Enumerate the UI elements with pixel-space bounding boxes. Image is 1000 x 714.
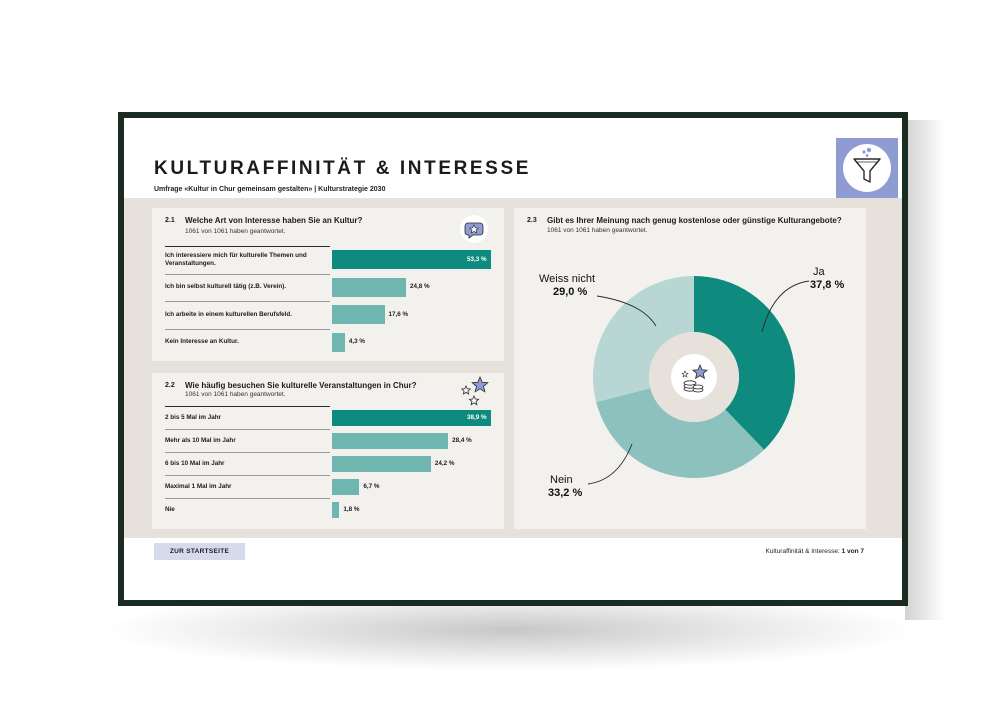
bar-value-label: 24,2 % (434, 459, 455, 467)
bar-row: Ich interessiere mich für kulturelle The… (165, 246, 493, 274)
bar-value-label: 53,3 % (467, 255, 487, 263)
donut-slice (596, 388, 765, 478)
bar-value-label: 6,7 % (363, 482, 380, 490)
bar (332, 305, 385, 325)
page-indicator: Kulturaffinität & Interesse: 1 von 7 (765, 548, 864, 555)
question-panel-2-2: 2.2 Wie häufig besuchen Sie kulturelle V… (152, 373, 504, 529)
row-divider (165, 452, 330, 453)
bar-row: Ich bin selbst kulturell tätig (z.B. Ver… (165, 273, 493, 302)
bar-value-label: 24,8 % (409, 283, 430, 291)
question-title: Gibt es Ihrer Meinung nach genug kostenl… (547, 216, 842, 225)
callout-leader-line (587, 443, 633, 485)
question-panel-2-3: 2.3 Gibt es Ihrer Meinung nach genug kos… (514, 208, 866, 529)
question-number: 2.2 (165, 382, 175, 389)
bar-row: 6 bis 10 Mal im Jahr 24,2 % (165, 452, 493, 475)
callout-nein: Nein 33,2 % (548, 474, 582, 500)
bar-label: Ich interessiere mich für kulturelle The… (165, 251, 307, 267)
callout-leader-line (596, 295, 657, 327)
stars-icon (460, 375, 489, 406)
bar (332, 332, 345, 352)
page-indicator-label: Kulturaffinität & Interesse: (765, 548, 840, 555)
bar (332, 455, 431, 472)
bar-row: Kein Interesse an Kultur. 4,3 % (165, 328, 493, 357)
row-divider (165, 273, 330, 275)
row-divider (165, 246, 330, 247)
bar-label: Mehr als 10 Mal im Jahr (165, 436, 236, 444)
screen: KULTURAFFINITÄT & INTERESSE Umfrage «Kul… (124, 118, 902, 600)
star-speech-bubble-badge (460, 215, 488, 243)
coins-star-icon (681, 363, 709, 393)
slice-value: 33,2 % (548, 487, 583, 499)
callout-leader-line (761, 280, 810, 333)
slice-value: 37,8 % (810, 279, 845, 291)
bar (332, 501, 340, 518)
slice-label: Weiss nicht (539, 273, 596, 285)
bar-value-label: 4,3 % (348, 338, 365, 346)
bar-label: Nie (165, 505, 175, 513)
filter-icon-circle (843, 144, 891, 192)
bar-row: Nie 1,8 % (165, 498, 493, 521)
slice-label: Ja (813, 266, 825, 278)
donut-slice (593, 276, 694, 403)
slice-value: 29,0 % (553, 286, 588, 298)
home-button[interactable]: ZUR STARTSEITE (154, 543, 245, 560)
response-count: 1061 von 1061 haben geantwortet. (185, 228, 286, 235)
bar-row: Maximal 1 Mal im Jahr 6,7 % (165, 475, 493, 498)
bar-row: 2 bis 5 Mal im Jahr 38,9 % (165, 406, 493, 429)
bar-row: Ich arbeite in einem kulturellen Berufsf… (165, 301, 493, 329)
stars-badge (458, 375, 492, 410)
row-divider (165, 328, 330, 330)
question-number: 2.1 (165, 217, 175, 224)
question-title: Wie häufig besuchen Sie kulturelle Veran… (185, 381, 417, 390)
bar-row: Mehr als 10 Mal im Jahr 28,4 % (165, 429, 493, 452)
bar-value-label: 1,8 % (343, 505, 360, 513)
response-count: 1061 von 1061 haben geantwortet. (185, 391, 286, 398)
content-area: 2.1 Welche Art von Interesse haben Sie a… (124, 198, 902, 538)
question-number: 2.3 (527, 217, 537, 224)
row-divider (165, 498, 330, 499)
bar (332, 250, 491, 270)
row-divider (165, 429, 330, 430)
donut-chart (587, 276, 810, 485)
callout-ja: Ja 37,8 % (810, 266, 844, 292)
bar-value-label: 38,9 % (467, 413, 487, 421)
bar-label: Kein Interesse an Kultur. (165, 338, 239, 346)
response-count: 1061 von 1061 haben geantwortet. (547, 227, 648, 234)
filter-button[interactable] (836, 138, 898, 198)
filter-funnel-icon (853, 147, 881, 183)
bar-label: Ich bin selbst kulturell tätig (z.B. Ver… (165, 283, 287, 291)
bar (332, 432, 449, 449)
page-title: KULTURAFFINITÄT & INTERESSE (154, 158, 532, 179)
slice-label: Nein (550, 474, 573, 486)
page-indicator-count: 1 von 7 (841, 548, 864, 555)
row-divider (165, 301, 330, 302)
page-subtitle: Umfrage «Kultur in Chur gemeinsam gestal… (154, 186, 386, 193)
row-divider (165, 475, 330, 476)
bar-value-label: 28,4 % (452, 436, 472, 444)
bar (332, 409, 491, 426)
bar-label: Maximal 1 Mal im Jahr (165, 482, 232, 490)
bar (332, 277, 406, 297)
bar-value-label: 17,6 % (388, 310, 409, 318)
donut-center-badge (671, 354, 717, 400)
bar-label: Ich arbeite in einem kulturellen Berufsf… (165, 310, 293, 318)
question-title: Welche Art von Interesse haben Sie an Ku… (185, 216, 363, 225)
row-divider (165, 406, 330, 407)
device-side-shadow (905, 120, 945, 620)
question-panel-2-1: 2.1 Welche Art von Interesse haben Sie a… (152, 208, 504, 361)
callout-weiss-nicht: Weiss nicht 29,0 % (539, 273, 595, 299)
bar (332, 478, 360, 495)
donut-slice (694, 276, 795, 450)
star-speech-bubble-icon (464, 222, 484, 239)
bar-label: 2 bis 5 Mal im Jahr (165, 413, 221, 421)
bar-label: 6 bis 10 Mal im Jahr (165, 459, 225, 467)
